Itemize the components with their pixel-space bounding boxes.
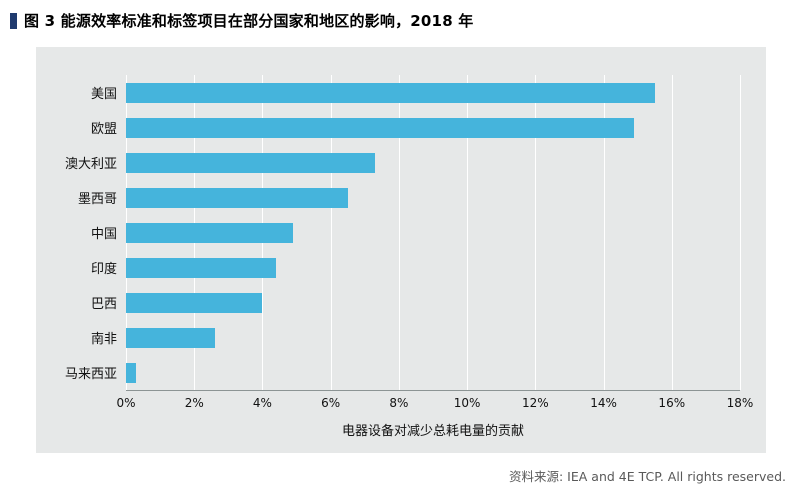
category-label: 南非 [90, 332, 117, 347]
category-label: 马来西亚 [64, 367, 117, 382]
tick-label: 16% [658, 396, 686, 410]
tick-label: 0% [116, 396, 136, 410]
bars-area [126, 75, 741, 391]
title-marker [10, 12, 17, 29]
category-label: 澳大利亚 [64, 157, 117, 172]
bar [126, 292, 263, 313]
category-labels: 美国欧盟澳大利亚墨西哥中国印度巴西南非马来西亚 [50, 75, 126, 391]
gridline [330, 75, 332, 390]
bar [126, 117, 635, 138]
source-note: 资料来源: IEA and 4E TCP. All rights reserve… [509, 469, 786, 484]
category-label: 巴西 [90, 297, 117, 312]
category-label: 欧盟 [90, 122, 117, 137]
gridline [398, 75, 400, 390]
tick-label: 4% [252, 396, 272, 410]
x-axis-title: 电器设备对减少总耗电量的贡献 [341, 424, 524, 439]
bar-row [126, 285, 740, 320]
category-label: 中国 [90, 227, 117, 242]
plot-area: 美国欧盟澳大利亚墨西哥中国印度巴西南非马来西亚 [50, 75, 741, 391]
bar [126, 327, 215, 348]
gridline [740, 75, 741, 390]
page-title: 图 3 能源效率标准和标签项目在部分国家和地区的影响，2018 年 [24, 12, 474, 30]
chart-title-row: 图 3 能源效率标准和标签项目在部分国家和地区的影响，2018 年 [10, 10, 788, 31]
chart-panel: 美国欧盟澳大利亚墨西哥中国印度巴西南非马来西亚 0% 2% 4% 6% 8% 10% 12%… [36, 47, 766, 453]
tick-label: 18% [726, 396, 754, 410]
bar-row [126, 250, 740, 285]
bar [126, 222, 294, 243]
tick-label: 8% [389, 396, 409, 410]
tick-label: 6% [321, 396, 341, 410]
gridline [671, 75, 673, 390]
tick-label: 14% [590, 396, 617, 410]
bar-row [126, 180, 740, 215]
bar-row [126, 215, 740, 250]
bar [126, 362, 137, 383]
bar [126, 152, 375, 173]
category-label: 印度 [90, 262, 117, 277]
x-axis-ticks: 0% 2% 4% 6% 8% 10% 12% 14% 16% 18% [116, 396, 753, 416]
bar [126, 187, 348, 208]
gridline [535, 75, 537, 390]
gridline [603, 75, 605, 390]
bar-row [126, 75, 740, 110]
bar-row [126, 320, 740, 355]
bar-row [126, 145, 740, 180]
bar [126, 257, 277, 278]
bar-row [126, 110, 740, 145]
gridline [467, 75, 469, 390]
bar-row [126, 355, 740, 390]
category-label: 墨西哥 [77, 192, 117, 207]
tick-label: 2% [184, 396, 204, 410]
tick-label: 10% [453, 396, 481, 410]
bar [126, 82, 655, 103]
category-label: 美国 [90, 87, 117, 102]
tick-label: 12% [521, 396, 549, 410]
